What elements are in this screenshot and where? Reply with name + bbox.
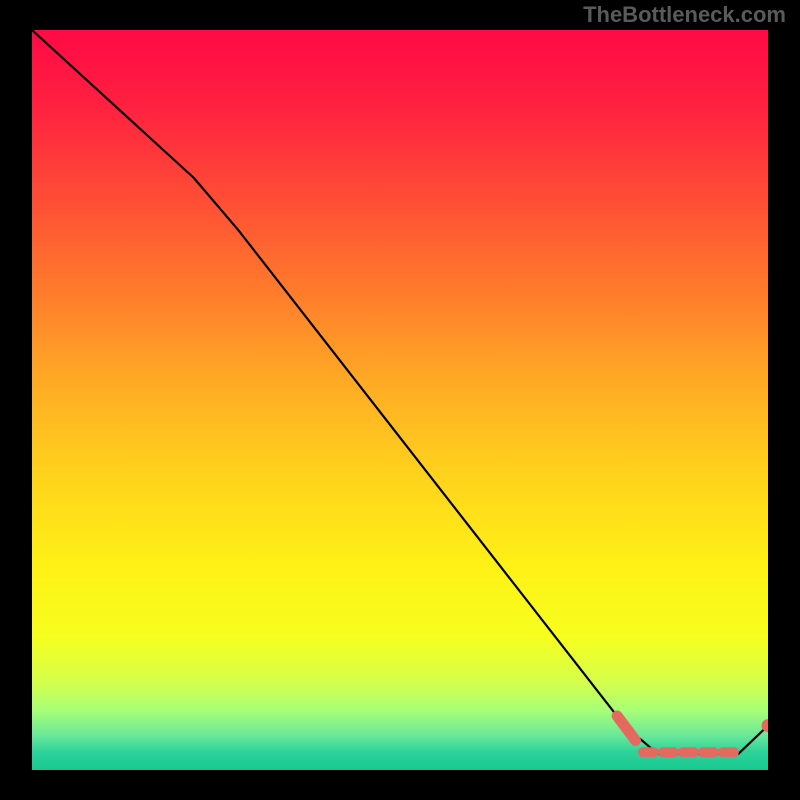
attribution-label: TheBottleneck.com <box>583 2 786 28</box>
chart-stage: TheBottleneck.com <box>0 0 800 800</box>
chart-svg <box>32 30 768 770</box>
plot-area <box>32 30 768 770</box>
